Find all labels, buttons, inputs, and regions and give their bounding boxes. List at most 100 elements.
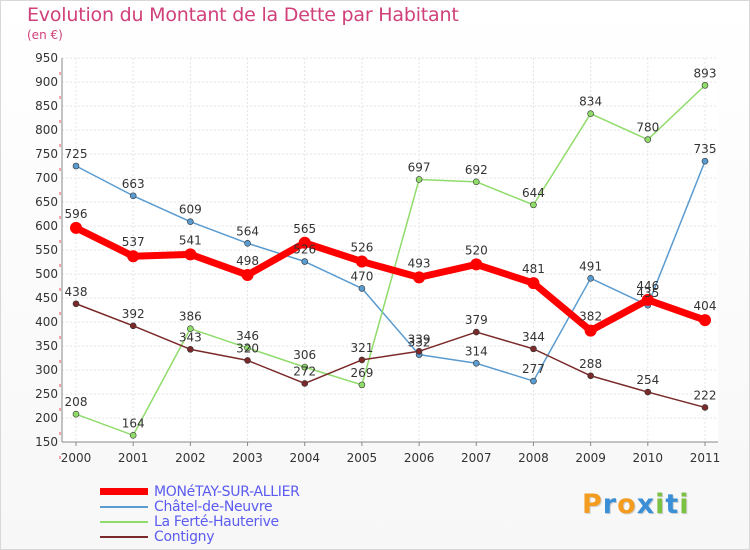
data-label: 491 xyxy=(579,259,602,273)
data-label: 306 xyxy=(293,348,316,362)
data-point-2 xyxy=(587,110,594,117)
x-tick-label: 2004 xyxy=(289,451,320,465)
data-label: 725 xyxy=(65,147,88,161)
y-tick-label: 300 xyxy=(35,363,58,377)
legend-item: Contigny xyxy=(100,528,400,545)
data-point-3 xyxy=(701,404,709,411)
data-point-1 xyxy=(530,377,537,385)
legend-swatch xyxy=(100,520,148,523)
data-point-0 xyxy=(584,324,597,337)
data-label: 404 xyxy=(694,299,717,313)
series-line-0 xyxy=(72,224,709,335)
data-point-1 xyxy=(587,275,594,282)
data-label: 446 xyxy=(636,279,659,293)
data-label: 208 xyxy=(65,395,88,409)
data-label: 438 xyxy=(65,285,88,299)
legend-item: MONéTAY-SUR-ALLIER xyxy=(100,483,400,500)
data-point-2 xyxy=(415,176,423,183)
data-label: 735 xyxy=(694,142,717,156)
data-point-0 xyxy=(70,221,82,234)
chart-title: Evolution du Montant de la Dette par Hab… xyxy=(27,4,459,26)
x-tick-label: 2010 xyxy=(633,451,664,465)
data-label: 269 xyxy=(350,366,373,380)
data-label: 526 xyxy=(293,243,316,257)
x-tick-label: 2008 xyxy=(518,451,549,465)
data-point-3 xyxy=(244,357,251,364)
data-point-2 xyxy=(72,410,80,418)
data-label: 339 xyxy=(408,332,431,346)
series-line-3 xyxy=(75,303,706,409)
x-tick-label: 2001 xyxy=(118,451,149,465)
data-point-1 xyxy=(701,157,709,165)
data-label: 564 xyxy=(236,224,259,238)
data-label: 386 xyxy=(179,310,202,324)
data-label: 346 xyxy=(236,329,259,343)
data-label: 520 xyxy=(465,243,488,257)
data-label: 596 xyxy=(65,207,88,221)
data-point-2 xyxy=(244,344,251,352)
data-label: 164 xyxy=(122,416,145,430)
legend-item: La Ferté-Hauterive xyxy=(100,514,400,530)
data-label: 697 xyxy=(408,160,431,174)
data-label: 481 xyxy=(522,262,545,276)
data-label: 277 xyxy=(522,362,545,376)
y-tick-label: 250 xyxy=(35,387,58,401)
data-point-0 xyxy=(413,271,426,284)
data-point-3 xyxy=(358,356,366,364)
data-label: 498 xyxy=(236,254,259,268)
legend-label: MONéTAY-SUR-ALLIER xyxy=(154,483,300,500)
legend-label: Contigny xyxy=(154,528,215,545)
data-point-1 xyxy=(187,218,194,225)
data-label: 288 xyxy=(579,357,602,371)
data-label: 392 xyxy=(122,307,145,321)
data-label: 470 xyxy=(350,269,373,283)
proxiti-logo: Proxiti xyxy=(582,489,690,520)
data-point-3 xyxy=(644,388,652,396)
data-point-0 xyxy=(241,268,254,281)
data-label: 644 xyxy=(522,186,545,200)
data-point-3 xyxy=(129,322,137,330)
data-point-0 xyxy=(527,277,540,290)
y-tick-label: 700 xyxy=(35,171,58,185)
y-tick-label: 900 xyxy=(35,75,58,89)
x-tick-label: 2005 xyxy=(347,451,378,465)
data-point-1 xyxy=(129,192,137,200)
series-line-1 xyxy=(75,160,706,382)
data-label: 435 xyxy=(636,286,659,300)
logo-letter: i xyxy=(679,489,690,520)
logo-letter: t xyxy=(665,489,680,520)
y-tick-label: 850 xyxy=(35,99,58,113)
data-point-0 xyxy=(641,293,654,306)
logo-letter: r xyxy=(602,489,618,520)
data-label: 893 xyxy=(694,66,717,80)
y-tick-label: 550 xyxy=(35,243,58,257)
data-label: 834 xyxy=(579,95,602,109)
chart-subtitle: (en €) xyxy=(27,28,63,42)
data-point-0 xyxy=(355,255,368,268)
y-tick-label: 750 xyxy=(35,147,58,161)
y-tick-label: 600 xyxy=(35,219,58,233)
y-tick-label: 200 xyxy=(35,411,58,425)
data-point-3 xyxy=(587,372,594,380)
x-tick-label: 2006 xyxy=(404,451,435,465)
data-label: 526 xyxy=(350,241,373,255)
legend-swatch xyxy=(100,535,148,538)
data-point-2 xyxy=(701,82,709,89)
y-tick-label: 500 xyxy=(35,267,58,281)
logo-letter: o xyxy=(617,489,637,520)
data-label: 663 xyxy=(122,177,145,191)
data-label: 379 xyxy=(465,313,488,327)
data-point-3 xyxy=(472,328,480,336)
data-point-3 xyxy=(301,380,309,387)
y-tick-label: 450 xyxy=(35,291,58,305)
data-label: 541 xyxy=(179,233,202,247)
data-point-3 xyxy=(415,347,423,355)
data-point-2 xyxy=(472,178,480,186)
data-point-1 xyxy=(72,162,80,170)
data-point-1 xyxy=(301,258,309,265)
logo-letter: x xyxy=(636,489,656,520)
data-point-0 xyxy=(470,258,483,271)
data-point-0 xyxy=(298,236,311,249)
y-tick-label: 150 xyxy=(35,435,58,449)
